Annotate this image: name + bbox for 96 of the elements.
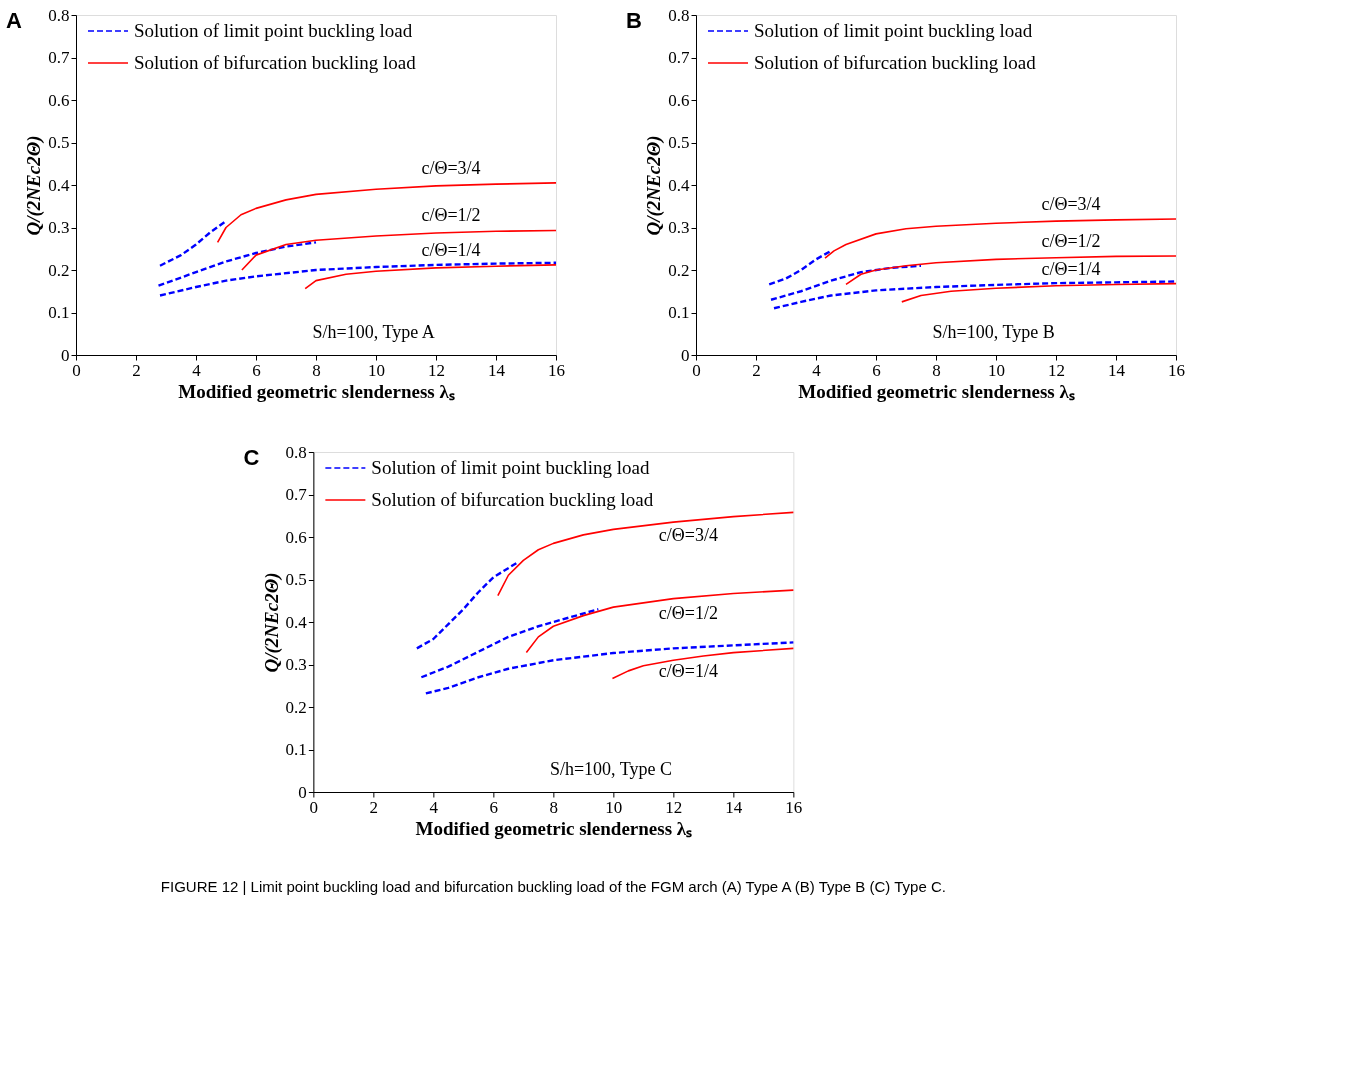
legend-label: Solution of bifurcation buckling load — [754, 52, 1037, 73]
x-tick-label: 16 — [785, 797, 803, 817]
x-tick-label: 4 — [429, 797, 439, 817]
annotation: c/Θ=1/4 — [1041, 258, 1101, 279]
line-series — [158, 261, 558, 297]
legend-label: Solution of limit point buckling load — [134, 20, 413, 41]
y-tick-label: 0.3 — [285, 655, 307, 674]
y-axis-title: Q/(2NEc2Θ) — [23, 135, 46, 236]
line-series — [420, 608, 600, 679]
y-tick-label: 0.4 — [48, 175, 70, 195]
line-series — [525, 589, 795, 654]
y-tick-label: 0.1 — [48, 303, 70, 322]
x-tick-label: 16 — [548, 360, 565, 380]
x-tick-label: 8 — [932, 360, 941, 380]
line-series — [824, 218, 1177, 259]
annotation: c/Θ=3/4 — [1041, 194, 1101, 214]
x-tick-label: 12 — [428, 360, 445, 380]
annotation: S/h=100, Type A — [312, 322, 435, 342]
x-tick-label: 10 — [605, 797, 623, 817]
chart-title: C — [243, 445, 260, 470]
y-tick-label: 0 — [298, 782, 307, 802]
chart-title: B — [626, 8, 642, 33]
y-tick-label: 0.7 — [48, 48, 70, 67]
caption: FIGURE 12 | Limit point buckling load and bifurcation buckling load of the FGM arch (A) Type A (B) Type B (C) Type C. — [160, 878, 946, 895]
annotation: S/h=100, Type C — [549, 759, 672, 779]
x-tick-label: 14 — [1108, 360, 1126, 380]
y-tick-label: 0.7 — [285, 485, 308, 504]
x-axis-title: Modified geometric slenderness λₛ — [415, 817, 693, 839]
y-tick-label: 0 — [61, 345, 70, 365]
legend-label: Solution of bifurcation buckling load — [134, 52, 417, 73]
annotation: c/Θ=3/4 — [658, 525, 718, 546]
annotation: c/Θ=1/4 — [421, 239, 481, 260]
line-series — [158, 219, 228, 267]
y-axis-title: Q/(2NEc2Θ) — [643, 135, 666, 236]
y-tick-label: 0.5 — [48, 133, 70, 152]
annotation: c/Θ=1/2 — [421, 205, 481, 226]
line-series — [901, 282, 1177, 303]
line-series — [216, 182, 557, 244]
line-series — [241, 229, 557, 271]
y-tick-label: 0 — [681, 345, 690, 365]
annotation: c/Θ=1/4 — [658, 661, 718, 682]
line-series — [157, 241, 318, 287]
line-series — [497, 511, 795, 597]
y-tick-label: 0.3 — [668, 218, 690, 237]
y-tick-label: 0.1 — [285, 740, 307, 759]
line-series — [304, 264, 557, 290]
y-tick-label: 0.2 — [285, 697, 307, 717]
x-tick-label: 14 — [488, 360, 506, 380]
x-tick-label: 2 — [132, 360, 141, 380]
y-tick-label: 0.8 — [48, 5, 70, 25]
annotation: c/Θ=3/4 — [421, 157, 481, 178]
y-tick-label: 0.2 — [668, 260, 690, 280]
x-tick-label: 2 — [752, 360, 761, 380]
line-series — [424, 641, 795, 695]
x-tick-label: 10 — [368, 360, 385, 380]
x-tick-label: 2 — [369, 797, 379, 817]
y-tick-label: 0.5 — [285, 570, 307, 589]
y-tick-label: 0.8 — [285, 442, 307, 462]
y-tick-label: 0.4 — [668, 175, 690, 195]
x-tick-label: 6 — [489, 797, 499, 817]
y-tick-label: 0.4 — [285, 612, 308, 632]
y-tick-label: 0.7 — [668, 48, 690, 67]
annotation: c/Θ=1/2 — [1041, 230, 1101, 251]
y-tick-label: 0.6 — [668, 90, 690, 110]
legend-label: Solution of limit point buckling load — [371, 457, 650, 478]
y-tick-label: 0.1 — [668, 303, 690, 322]
x-tick-label: 10 — [988, 360, 1005, 380]
x-tick-label: 8 — [312, 360, 321, 380]
y-tick-label: 0.5 — [668, 133, 690, 152]
legend-label: Solution of bifurcation buckling load — [371, 489, 654, 510]
legend-label: Solution of limit point buckling load — [754, 20, 1033, 41]
annotation: c/Θ=1/2 — [658, 603, 718, 624]
x-axis-title: Modified geometric slenderness λₛ — [798, 380, 1075, 402]
x-tick-label: 4 — [812, 360, 822, 380]
chart-title: A — [6, 8, 23, 33]
x-tick-label: 6 — [252, 360, 261, 380]
x-tick-label: 16 — [1168, 360, 1185, 380]
line-series — [611, 647, 795, 680]
x-tick-label: 6 — [872, 360, 881, 380]
x-tick-label: 8 — [549, 797, 559, 817]
line-series — [415, 561, 519, 650]
y-tick-label: 0.3 — [48, 218, 70, 237]
line-series — [769, 264, 923, 301]
line-series — [845, 255, 1177, 286]
y-tick-label: 0.2 — [48, 260, 70, 280]
y-tick-label: 0.8 — [668, 5, 690, 25]
x-tick-label: 12 — [665, 797, 683, 817]
line-series — [768, 249, 833, 286]
x-tick-label: 14 — [725, 797, 743, 817]
x-axis-title: Modified geometric slenderness λₛ — [178, 380, 455, 402]
x-tick-label: 12 — [1048, 360, 1065, 380]
x-tick-label: 4 — [192, 360, 202, 380]
y-axis-title: Q/(2NEc2Θ) — [260, 572, 283, 673]
y-tick-label: 0.6 — [285, 527, 307, 547]
y-tick-label: 0.6 — [48, 90, 70, 110]
annotation: S/h=100, Type B — [932, 322, 1055, 342]
